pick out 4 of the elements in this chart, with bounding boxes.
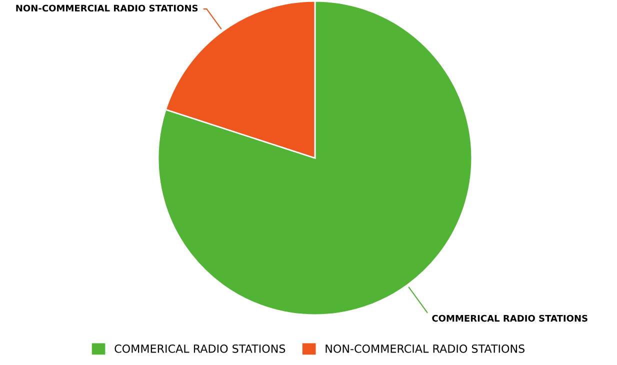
slice-label: COMMERICAL RADIO STATIONS	[432, 314, 588, 322]
legend-label: NON-COMMERCIAL RADIO STATIONS	[326, 344, 525, 353]
legend-label: COMMERICAL RADIO STATIONS	[114, 344, 286, 353]
slice-label: NON-COMMERCIAL RADIO STATIONS	[16, 4, 198, 12]
